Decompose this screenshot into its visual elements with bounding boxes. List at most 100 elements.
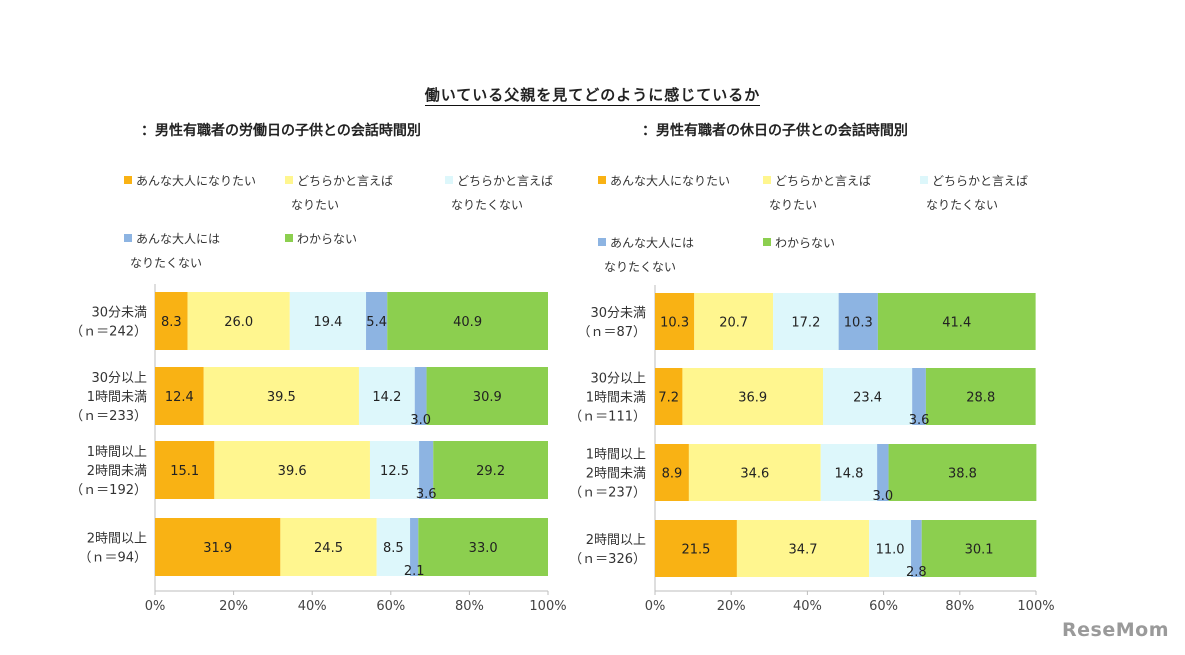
- x-tick-label: 0%: [645, 599, 666, 614]
- x-tick-label: 40%: [793, 599, 822, 614]
- main-title: 働いている父親を見てどのように感じているか: [0, 84, 1185, 106]
- category-label: 30分未満（ｎ＝242）: [70, 306, 147, 340]
- data-label: 8.3: [161, 315, 182, 330]
- data-label: 8.5: [383, 541, 404, 556]
- legend-label: あんな大人にはなりたくない: [604, 236, 694, 274]
- bar-segment: [912, 368, 926, 425]
- legend-label: どちらかと言えばなりたい: [769, 174, 871, 212]
- bar-segment: [155, 518, 281, 576]
- legend-swatch: [598, 176, 606, 184]
- bar-segment: [655, 368, 683, 425]
- bar-segment: [369, 441, 420, 499]
- bar-segment: [823, 368, 913, 425]
- bar-segment: [387, 292, 548, 350]
- data-label: 12.5: [380, 464, 409, 479]
- legend-label: どちらかと言えばなりたい: [291, 174, 393, 212]
- bar-segment: [366, 292, 388, 350]
- data-label: 39.6: [278, 464, 307, 479]
- data-label: 10.3: [660, 316, 689, 331]
- bar-segment: [694, 293, 774, 350]
- x-tick-label: 20%: [717, 599, 746, 614]
- data-label: 17.2: [791, 316, 820, 331]
- legend-swatch: [763, 238, 771, 246]
- legend-swatch: [124, 234, 132, 242]
- data-label: 19.4: [313, 315, 342, 330]
- bar-segment: [925, 368, 1036, 425]
- bar-segment: [838, 293, 878, 350]
- legend-label: あんな大人になりたい: [610, 174, 730, 188]
- right-chart: あんな大人になりたい どちらかと言えばなりたい どちらかと言えばなりたくないあんな大…: [569, 174, 1054, 614]
- category-label: 30分以上 1時間未満（ｎ＝111）: [569, 372, 646, 425]
- data-label: 31.9: [203, 541, 232, 556]
- bar-segment: [410, 518, 419, 576]
- bar-segment: [376, 518, 411, 576]
- bar-segment: [688, 444, 821, 501]
- bar-segment: [877, 293, 1036, 350]
- legend-swatch: [598, 238, 606, 246]
- data-label: 2.1: [404, 564, 425, 579]
- legend-label: どちらかと言えばなりたくない: [926, 174, 1028, 212]
- bar-segment: [655, 444, 689, 501]
- data-label: 39.5: [267, 390, 296, 405]
- data-label: 34.7: [789, 543, 818, 558]
- bar-segment: [187, 292, 290, 350]
- bar-segment: [655, 293, 695, 350]
- x-tick-label: 60%: [869, 599, 898, 614]
- bar-segment: [911, 520, 922, 577]
- legend-swatch: [285, 176, 293, 184]
- data-label: 8.9: [662, 467, 683, 482]
- data-label: 23.4: [853, 391, 882, 406]
- category-label: 2時間以上（ｎ＝326）: [569, 533, 646, 567]
- data-label: 2.8: [906, 565, 927, 580]
- bar-segment: [682, 368, 824, 425]
- bar-segment: [820, 444, 878, 501]
- data-label: 40.9: [453, 315, 482, 330]
- main-title-text: 働いている父親を見てどのように感じているか: [424, 86, 761, 106]
- data-label: 36.9: [738, 391, 767, 406]
- bar-segment: [419, 441, 434, 499]
- legend-swatch: [763, 176, 771, 184]
- x-tick-label: 60%: [376, 599, 405, 614]
- data-label: 10.3: [844, 316, 873, 331]
- x-tick-label: 80%: [455, 599, 484, 614]
- category-label: 30分以上 1時間未満（ｎ＝233）: [70, 371, 147, 424]
- bar-segment: [426, 367, 548, 425]
- bar-segment: [358, 367, 415, 425]
- bar-segment: [289, 292, 367, 350]
- resemom-watermark: ReseMom: [1062, 619, 1169, 641]
- bar-segment: [155, 367, 204, 425]
- bar-segment: [655, 520, 737, 577]
- x-tick-label: 80%: [945, 599, 974, 614]
- data-label: 33.0: [469, 541, 498, 556]
- left-chart: あんな大人になりたい どちらかと言えばなりたい どちらかと言えばなりたくないあんな大…: [70, 174, 566, 614]
- x-tick-label: 40%: [298, 599, 327, 614]
- data-label: 26.0: [224, 315, 253, 330]
- bar-segment: [418, 518, 548, 576]
- x-tick-label: 20%: [219, 599, 248, 614]
- legend-swatch: [920, 176, 928, 184]
- bar-segment: [155, 441, 215, 499]
- bar-segment: [155, 292, 188, 350]
- data-label: 5.4: [366, 315, 387, 330]
- data-label: 38.8: [948, 467, 977, 482]
- category-label: 1時間以上 2時間未満（ｎ＝192）: [70, 445, 147, 498]
- data-label: 21.5: [681, 543, 710, 558]
- data-label: 24.5: [314, 541, 343, 556]
- bar-segment: [773, 293, 839, 350]
- data-label: 30.1: [965, 543, 994, 558]
- data-label: 12.4: [165, 390, 194, 405]
- legend-label: あんな大人にはなりたくない: [130, 232, 220, 270]
- data-label: 3.0: [872, 489, 893, 504]
- data-label: 7.2: [658, 391, 679, 406]
- bar-segment: [214, 441, 370, 499]
- bar-segment: [414, 367, 427, 425]
- data-label: 3.6: [909, 413, 930, 428]
- bar-segment: [921, 520, 1037, 577]
- data-label: 14.8: [834, 467, 863, 482]
- bar-segment: [203, 367, 359, 425]
- legend-label: あんな大人になりたい: [136, 174, 256, 188]
- category-label: 1時間以上 2時間未満（ｎ＝237）: [569, 448, 646, 501]
- bar-segment: [736, 520, 870, 577]
- data-label: 30.9: [473, 390, 502, 405]
- data-label: 14.2: [372, 390, 401, 405]
